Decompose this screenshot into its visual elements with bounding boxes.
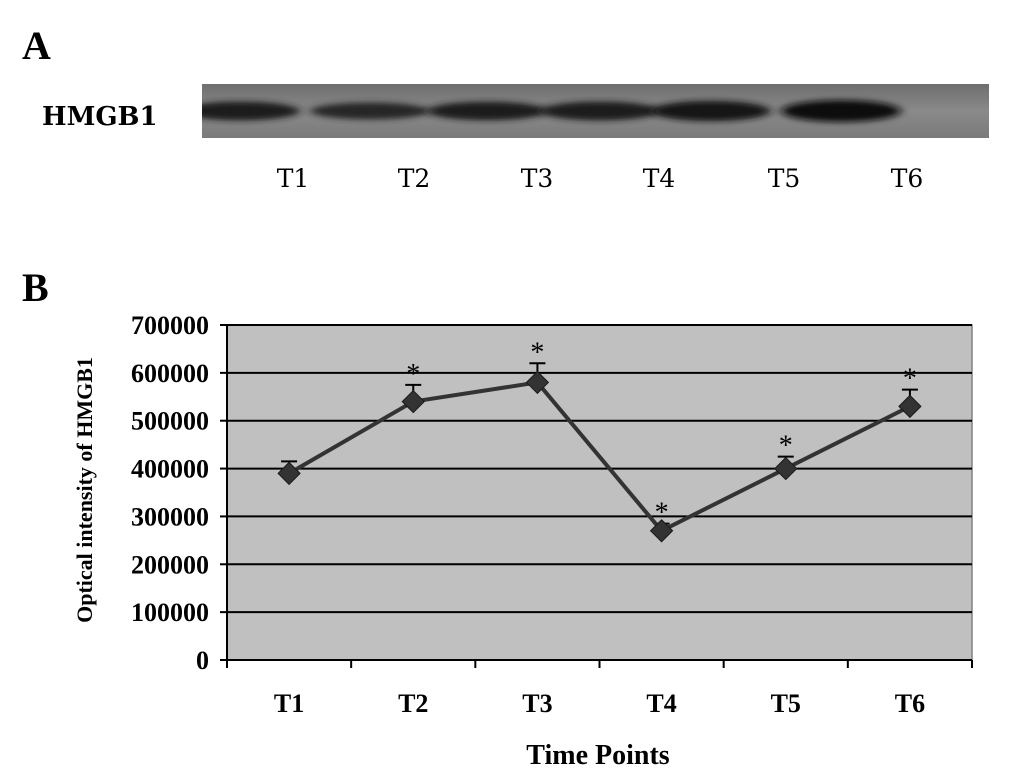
western-blot-image <box>202 84 989 138</box>
blot-row-label: HMGB1 <box>42 102 158 132</box>
lane-label: T5 <box>767 164 801 193</box>
x-tick-label: T3 <box>522 689 552 718</box>
data-point-marker <box>649 519 674 543</box>
significance-star: * <box>779 431 793 462</box>
blot-band <box>427 101 547 121</box>
y-tick-label: 200000 <box>131 550 209 579</box>
gridlines <box>227 324 972 614</box>
data-point-marker <box>774 456 798 481</box>
y-axis-ticks: 0 100000 200000 300000 400000 500000 600000 700… <box>131 311 227 675</box>
x-tick-label: T5 <box>771 689 801 718</box>
lane-label: T6 <box>890 164 924 193</box>
blot-band <box>310 102 430 120</box>
panel-a-letter: A <box>22 23 51 68</box>
significance-star: * <box>530 337 544 368</box>
y-tick-label: 400000 <box>131 455 209 484</box>
x-tick-label: T1 <box>274 689 304 718</box>
blot-band <box>202 101 300 121</box>
series-line <box>288 380 911 533</box>
y-tick-label: 300000 <box>131 502 209 531</box>
significance-stars: * * * * * <box>406 337 917 528</box>
data-point-marker <box>401 389 425 414</box>
lane-label: T3 <box>520 164 554 193</box>
x-tick-label: T2 <box>398 689 428 718</box>
y-axis-title: Optical intensity of HMGB1 <box>72 357 97 623</box>
panel-b-letter: B <box>22 265 49 310</box>
y-tick-label: 600000 <box>131 359 209 388</box>
significance-star: * <box>903 364 917 395</box>
data-markers <box>277 370 922 543</box>
x-tick-label: T4 <box>646 689 676 718</box>
x-axis-title: Time Points <box>526 740 669 769</box>
blot-band <box>540 101 660 121</box>
y-tick-label: 100000 <box>131 598 209 627</box>
data-point-marker <box>525 370 550 395</box>
blot-band <box>781 100 901 122</box>
lane-label: T2 <box>397 164 431 193</box>
y-tick-label: 0 <box>196 646 209 675</box>
significance-star: * <box>655 498 669 529</box>
y-tick-label: 700000 <box>131 311 209 340</box>
y-tick-label: 500000 <box>131 407 209 436</box>
lane-label: T4 <box>642 164 676 193</box>
plot-area <box>226 324 973 661</box>
significance-star: * <box>406 359 420 390</box>
blot-band <box>651 100 771 122</box>
data-point-marker <box>277 461 301 486</box>
lane-label: T1 <box>276 164 310 193</box>
x-tick-label: T6 <box>895 689 925 718</box>
x-axis-ticks: T1 T2 T3 T4 T5 T6 <box>226 660 973 718</box>
data-point-marker <box>898 394 922 419</box>
